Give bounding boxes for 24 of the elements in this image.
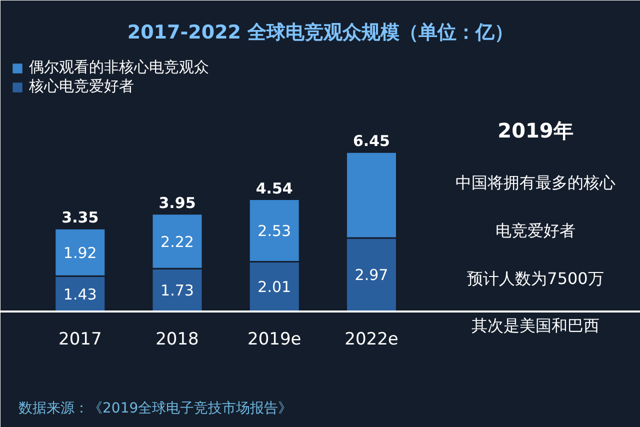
- text: 2019年: [498, 118, 574, 142]
- x-tick-label: 2022e: [344, 329, 398, 350]
- data-label: 2.22: [160, 232, 194, 251]
- x-tick-label: 2017: [58, 329, 102, 350]
- data-label: 2.97: [354, 266, 388, 284]
- total-label: 3.35: [62, 208, 99, 227]
- legend-label: 偶尔观看的非核心电竞观众: [29, 58, 209, 77]
- text: 电竞爱好者: [496, 221, 576, 240]
- total-label: 4.54: [256, 179, 293, 198]
- data-label: 1.92: [63, 244, 97, 262]
- legend-label: 核心电竞爱好者: [29, 77, 134, 96]
- data-label: 1.43: [63, 285, 97, 304]
- data-label: 2.53: [258, 222, 292, 240]
- data-label: 2.01: [258, 278, 292, 296]
- x-tick-label: 2019e: [248, 329, 302, 350]
- data-label: 1.73: [160, 282, 194, 300]
- total-label: 3.95: [158, 194, 196, 212]
- chart-title: 2017-2022 全球电竞观众规模（单位：亿）: [127, 22, 514, 44]
- source-note: 数据来源：《2019全球电子竞技市场报告》: [18, 400, 292, 416]
- text: 预计人数为7500万: [467, 269, 604, 288]
- x-tick-label: 2018: [156, 329, 199, 350]
- text: 其次是美国和巴西: [472, 316, 600, 335]
- total-label: 6.45: [352, 132, 390, 150]
- text: 中国将拥有最多的核心: [456, 173, 616, 192]
